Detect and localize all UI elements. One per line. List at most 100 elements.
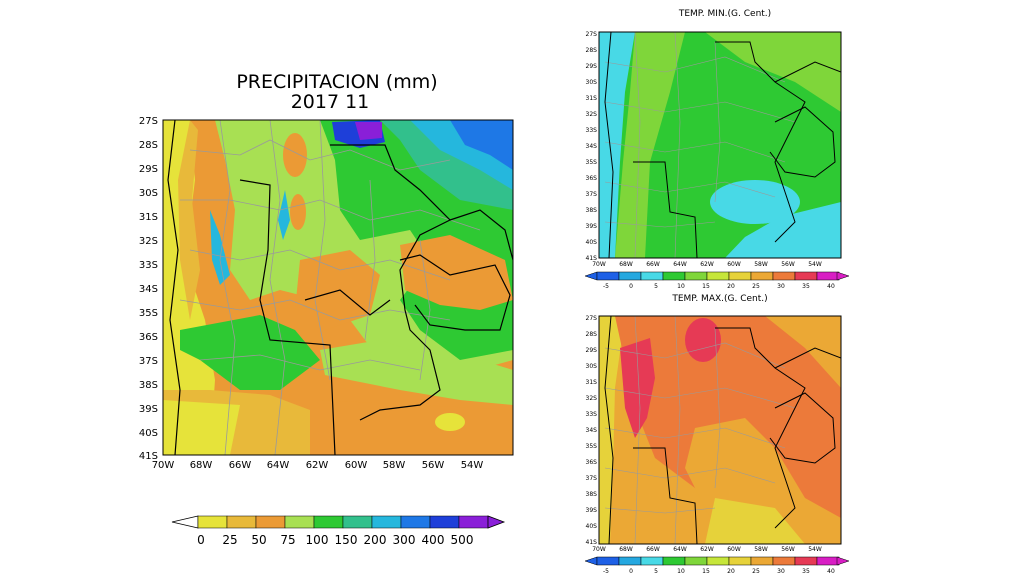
colorbar-tick: 25: [752, 568, 760, 575]
lat-label: 31S: [586, 95, 598, 102]
lat-label: 35S: [139, 308, 158, 319]
colorbar-swatch: [816, 556, 840, 566]
colorbar-swatch: [618, 271, 642, 281]
colorbar-tick: 300: [393, 533, 416, 547]
tmin-lat-labels: 27S 28S 29S 30S 31S 32S 33S 34S 35S 36S …: [586, 31, 598, 262]
lat-label: 36S: [586, 175, 598, 182]
lon-label: 56W: [422, 460, 445, 471]
tmin-colorbar: -5 0 5 10 15 20 25 30 35 40: [584, 271, 850, 290]
lat-label: 35S: [586, 159, 598, 166]
precip-lat-labels: 27S 28S 29S 30S 31S 32S 33S 34S 35S 36S …: [139, 116, 158, 462]
lat-label: 34S: [139, 284, 158, 295]
tmin-map-frame: [598, 31, 842, 259]
lat-label: 30S: [139, 188, 158, 199]
lat-label: 38S: [586, 491, 598, 498]
lat-label: 27S: [586, 31, 598, 38]
lat-label: 40S: [586, 239, 598, 246]
lat-label: 28S: [586, 331, 598, 338]
colorbar-tick: 30: [777, 568, 785, 575]
lon-label: 64W: [673, 546, 687, 553]
colorbar-tick: 10: [677, 283, 685, 290]
lon-label: 64W: [267, 460, 290, 471]
colorbar-tick: 100: [306, 533, 329, 547]
colorbar-tick: 200: [364, 533, 387, 547]
precip-map-area: [163, 120, 513, 455]
lat-label: 34S: [586, 143, 598, 150]
colorbar-tick: 0: [629, 568, 633, 575]
colorbar-tick: 15: [702, 283, 710, 290]
colorbar-swatch: [618, 556, 642, 566]
colorbar-tick: 30: [777, 283, 785, 290]
lon-label: 56W: [781, 261, 795, 268]
lat-label: 32S: [139, 236, 158, 247]
lon-label: 62W: [700, 261, 714, 268]
colorbar-swatch: [706, 271, 730, 281]
colorbar-tick: 500: [451, 533, 474, 547]
lat-label: 41S: [586, 539, 598, 546]
lon-label: 56W: [781, 546, 795, 553]
lon-label: 60W: [727, 261, 741, 268]
tmin-lon-labels: 70W 68W 66W 64W 62W 60W 58W 56W 54W: [592, 261, 822, 268]
lon-label: 54W: [461, 460, 484, 471]
lon-label: 58W: [383, 460, 406, 471]
colorbar-swatch: [772, 271, 796, 281]
lat-label: 29S: [586, 63, 598, 70]
colorbar-swatch: [728, 556, 752, 566]
lat-label: 28S: [586, 47, 598, 54]
lat-label: 31S: [139, 212, 158, 223]
lat-label: 29S: [139, 164, 158, 175]
lat-label: 39S: [586, 507, 598, 514]
lat-label: 29S: [586, 347, 598, 354]
lat-label: 37S: [586, 475, 598, 482]
lat-label: 28S: [139, 140, 158, 151]
precip-colorbar: 0 25 50 75 100 150 200 300 400 500: [171, 515, 506, 547]
tmax-lon-labels: 70W 68W 66W 64W 62W 60W 58W 56W 54W: [592, 546, 822, 553]
lat-label: 30S: [586, 363, 598, 370]
colorbar-tick: 35: [802, 283, 810, 290]
colorbar-swatch: [728, 271, 752, 281]
lon-label: 70W: [592, 261, 606, 268]
colorbar-swatch: [342, 515, 373, 529]
colorbar-tick: 40: [827, 568, 835, 575]
lat-label: 36S: [139, 332, 158, 343]
lat-label: 38S: [586, 207, 598, 214]
colorbar-tick: 5: [654, 283, 658, 290]
lat-label: 33S: [586, 127, 598, 134]
colorbar-swatch: [226, 515, 257, 529]
colorbar-swatch: [750, 556, 774, 566]
colorbar-swatch: [750, 271, 774, 281]
colorbar-swatch: [816, 271, 840, 281]
colorbar-swatch: [197, 515, 228, 529]
colorbar-swatch: [596, 271, 620, 281]
tmin-map-area: [599, 32, 841, 258]
lat-label: 41S: [586, 255, 598, 262]
precip-subtitle: 2017 11: [291, 91, 370, 113]
lon-label: 54W: [808, 261, 822, 268]
precipitation-panel: PRECIPITACION (mm) 2017 11: [120, 60, 540, 560]
colorbar-tick: 40: [827, 283, 835, 290]
tmax-title: TEMP. MAX.(G. Cent.): [671, 294, 767, 304]
colorbar-tick: 10: [677, 568, 685, 575]
lat-label: 39S: [139, 404, 158, 415]
lon-label: 54W: [808, 546, 822, 553]
tmin-panel: TEMP. MIN.(G. Cent.) 27S 28S 29S: [575, 2, 855, 292]
colorbar-swatch: [313, 515, 344, 529]
lon-label: 60W: [727, 546, 741, 553]
lon-label: 68W: [190, 460, 213, 471]
lat-label: 40S: [586, 523, 598, 530]
tmax-panel: TEMP. MAX.(G. Cent.) 27S 28S: [575, 288, 855, 576]
colorbar-swatch: [706, 556, 730, 566]
colorbar-tick: 20: [727, 568, 735, 575]
colorbar-swatch: [255, 515, 286, 529]
colorbar-swatch: [662, 271, 686, 281]
lon-label: 66W: [229, 460, 252, 471]
colorbar-tick: 25: [752, 283, 760, 290]
precip-lon-labels: 70W 68W 66W 64W 62W 60W 58W 56W 54W: [152, 460, 484, 471]
colorbar-tick: 75: [280, 533, 295, 547]
lat-label: 41S: [139, 451, 158, 462]
colorbar-swatch: [400, 515, 431, 529]
colorbar-tick: 50: [251, 533, 266, 547]
tmax-map-area: [599, 316, 841, 544]
colorbar-tick: 15: [702, 568, 710, 575]
tmax-lat-labels: 27S 28S 29S 30S 31S 32S 33S 34S 35S 36S …: [586, 315, 598, 546]
